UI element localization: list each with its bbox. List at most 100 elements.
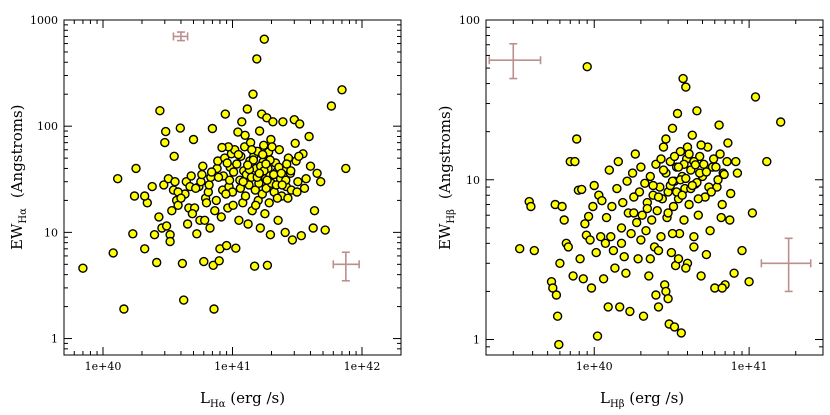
left-data-point bbox=[165, 236, 175, 247]
right-data-point bbox=[529, 245, 539, 256]
right-data-point bbox=[608, 245, 619, 256]
left-y-axis-label: EWHα(Angstroms) bbox=[8, 104, 29, 250]
left-data-point bbox=[209, 304, 219, 314]
left-data-point bbox=[167, 205, 177, 216]
left-data-point bbox=[169, 151, 179, 162]
right-error-bar bbox=[488, 42, 542, 80]
left-data-point bbox=[299, 183, 310, 194]
right-data-point bbox=[626, 228, 636, 239]
right-data-point bbox=[729, 268, 739, 278]
right-data-point bbox=[669, 151, 680, 162]
right-data-point bbox=[526, 201, 536, 212]
left-data-point bbox=[247, 144, 257, 155]
left-data-point bbox=[231, 243, 241, 253]
right-y-axis-label: EWHβ(Angstroms) bbox=[436, 105, 457, 250]
right-data-point bbox=[658, 142, 669, 152]
left-data-point bbox=[78, 263, 88, 273]
left-data-point bbox=[287, 235, 298, 245]
right-axis-ticks: 1e+40 1e+41 1 10 100 bbox=[459, 14, 823, 373]
left-data-point bbox=[112, 173, 123, 184]
right-data-point bbox=[640, 178, 650, 189]
right-data-point bbox=[722, 156, 732, 167]
left-data-point bbox=[192, 229, 202, 239]
left-data-point bbox=[308, 223, 318, 233]
right-data-point bbox=[658, 165, 669, 175]
left-data-point bbox=[129, 191, 140, 201]
left-data-point bbox=[217, 142, 227, 153]
right-data-point bbox=[726, 188, 736, 199]
right-data-point bbox=[616, 238, 627, 249]
left-data-point bbox=[154, 212, 164, 222]
left-data-point bbox=[290, 138, 300, 149]
left-data-point bbox=[214, 256, 224, 266]
left-data-point bbox=[258, 149, 268, 160]
right-data-point bbox=[554, 339, 564, 350]
left-error-bar bbox=[332, 251, 360, 282]
right-data-point bbox=[689, 231, 699, 242]
left-data-point bbox=[204, 180, 214, 190]
right-data-point bbox=[693, 194, 703, 204]
left-data-point bbox=[207, 123, 218, 134]
left-data-point bbox=[177, 258, 188, 269]
right-data-point bbox=[604, 165, 614, 175]
right-data-point bbox=[708, 154, 719, 164]
right-data-point bbox=[689, 242, 699, 252]
left-data-point bbox=[228, 200, 238, 211]
right-data-point bbox=[629, 208, 639, 218]
right-data-point bbox=[690, 160, 701, 170]
left-data-point bbox=[292, 187, 302, 197]
right-data-point bbox=[577, 184, 587, 195]
left-data-point bbox=[228, 167, 239, 177]
right-data-point bbox=[711, 162, 721, 172]
left-data-point bbox=[312, 168, 322, 179]
right-data-point bbox=[693, 210, 703, 220]
left-data-point bbox=[151, 257, 162, 268]
left-data-point bbox=[139, 244, 150, 254]
right-data-point bbox=[613, 156, 623, 167]
right-data-point bbox=[636, 235, 646, 245]
right-x-axis-label: LHβ (erg /s) bbox=[600, 389, 684, 410]
right-data-point bbox=[725, 215, 735, 225]
right-data-point bbox=[580, 219, 590, 229]
left-data-point bbox=[304, 131, 314, 142]
right-data-point bbox=[603, 302, 613, 312]
left-data-point bbox=[242, 160, 253, 170]
left-data-point bbox=[293, 176, 303, 187]
right-data-point bbox=[701, 249, 712, 260]
left-data-point bbox=[206, 167, 217, 177]
left-data-point bbox=[248, 155, 259, 165]
left-data-point bbox=[260, 208, 270, 219]
right-data-point bbox=[637, 210, 647, 220]
left-data-point bbox=[170, 176, 180, 187]
right-data-point bbox=[681, 82, 691, 92]
left-x-tick-label: 1e+42 bbox=[344, 360, 381, 373]
left-data-point bbox=[265, 229, 276, 240]
left-data-point bbox=[276, 168, 286, 179]
right-data-point bbox=[684, 149, 694, 159]
left-data-point bbox=[199, 256, 209, 267]
right-data-point bbox=[719, 169, 729, 180]
left-data-point bbox=[216, 212, 227, 222]
left-data-point bbox=[108, 248, 118, 258]
right-data-point bbox=[716, 212, 726, 223]
left-data-point bbox=[282, 159, 292, 169]
right-data-point bbox=[598, 274, 609, 284]
right-data-point bbox=[661, 134, 671, 144]
right-data-point bbox=[633, 254, 643, 264]
left-data-point bbox=[201, 198, 212, 208]
left-data-point bbox=[199, 215, 210, 226]
left-data-point bbox=[139, 191, 150, 201]
left-data-point bbox=[182, 219, 193, 229]
left-data-point bbox=[316, 176, 326, 187]
left-data-point bbox=[161, 221, 172, 231]
right-data-point bbox=[642, 203, 652, 214]
right-data-point bbox=[714, 120, 724, 130]
left-data-point bbox=[305, 161, 316, 171]
left-data-point bbox=[155, 105, 165, 116]
right-data-point bbox=[747, 208, 758, 218]
right-data-point bbox=[696, 140, 706, 150]
right-data-point bbox=[667, 176, 678, 186]
left-data-point bbox=[211, 195, 222, 206]
right-x-tick-label: 1e+40 bbox=[576, 360, 613, 373]
right-data-point bbox=[632, 217, 642, 228]
